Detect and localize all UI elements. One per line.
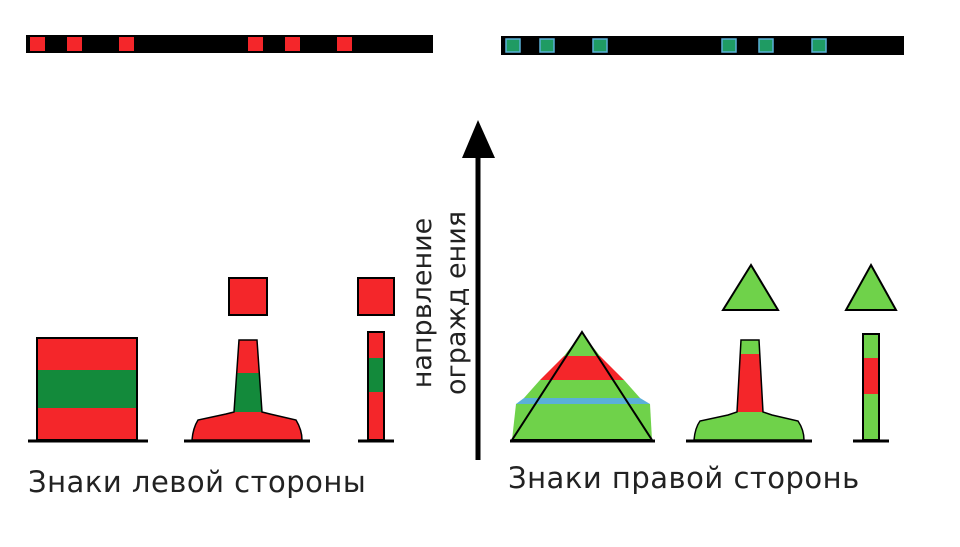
left-strip-square bbox=[119, 37, 134, 51]
left-strip-square bbox=[67, 37, 82, 51]
cone-buoy-with-square-topmark bbox=[184, 277, 310, 443]
left-strip-square bbox=[248, 37, 263, 51]
right-strip-square bbox=[505, 38, 521, 53]
striped-square-sign bbox=[28, 337, 148, 443]
spar-buoy-with-square-topmark bbox=[357, 277, 395, 443]
left-top-strip bbox=[26, 35, 433, 53]
direction-label-line2: огражд ения bbox=[441, 210, 472, 396]
right-side-caption: Знаки правой сторонь bbox=[508, 461, 860, 495]
spar-buoy-with-triangle-topmark bbox=[844, 262, 898, 443]
right-strip-square bbox=[758, 38, 774, 53]
striped-triangle-sign bbox=[510, 330, 655, 443]
direction-label-line1: напрвление bbox=[407, 217, 438, 389]
right-strip-square bbox=[721, 38, 737, 53]
left-strip-square bbox=[30, 37, 45, 51]
direction-arrow bbox=[462, 120, 495, 460]
left-strip-square bbox=[285, 37, 300, 51]
right-strip-square bbox=[539, 38, 555, 53]
left-strip-square bbox=[337, 37, 352, 51]
left-side-caption: Знаки левой стороны bbox=[28, 465, 367, 499]
right-strip-square bbox=[811, 38, 827, 53]
right-top-strip bbox=[501, 36, 904, 55]
right-strip-square bbox=[592, 38, 608, 53]
cone-buoy-with-triangle-topmark bbox=[686, 263, 812, 443]
